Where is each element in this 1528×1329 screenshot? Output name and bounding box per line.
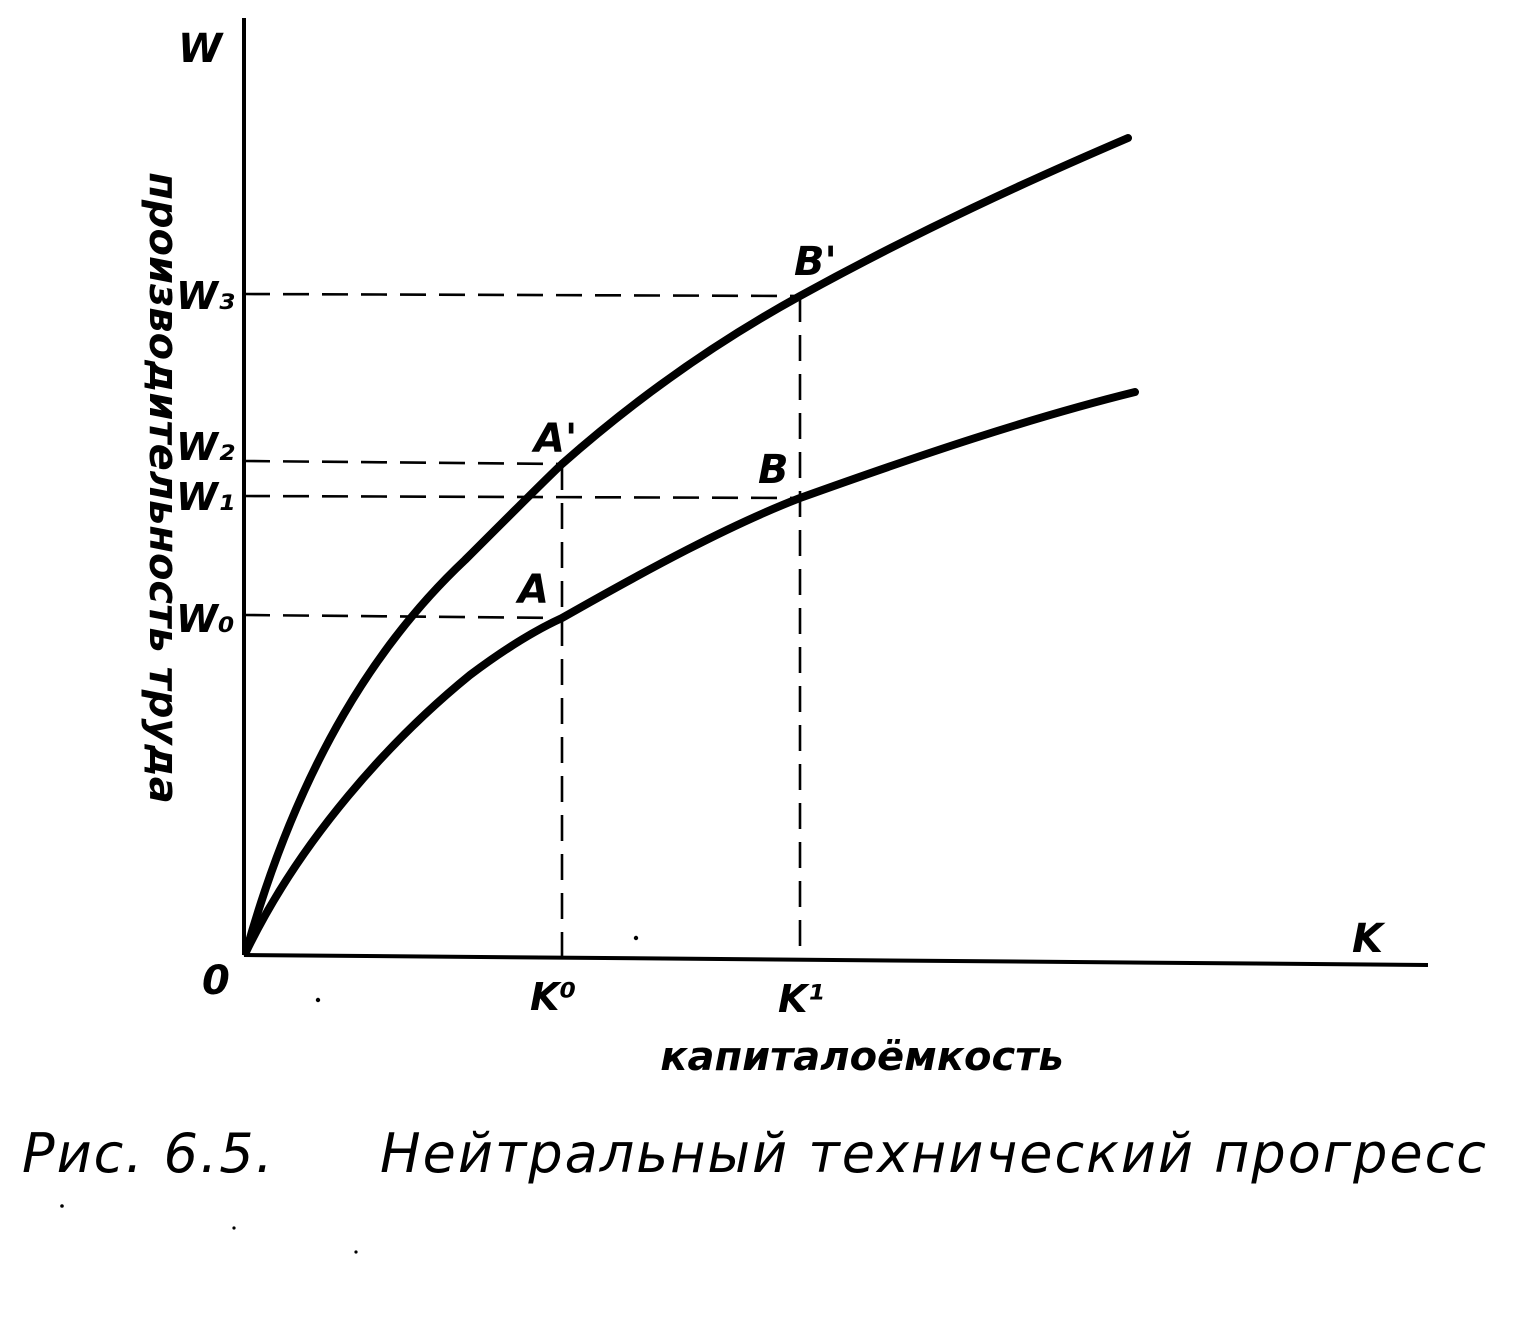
y-tick-w0: W₀	[176, 597, 235, 641]
x-axis-symbol: K	[1352, 916, 1386, 962]
x-axis	[243, 953, 1429, 967]
x-tick-k0: K⁰	[530, 975, 576, 1019]
x-axis-label: капиталоёмкость	[660, 1034, 1063, 1080]
point-label-a-prime: A'	[531, 416, 577, 462]
guide-w0-horizontal	[243, 613, 563, 620]
y-tick-w1: W₁	[176, 475, 235, 519]
guide-w1-horizontal	[243, 494, 801, 500]
scan-speck	[315, 997, 321, 1003]
figure-number: Рис. 6.5.	[22, 1122, 275, 1185]
point-label-b: B	[758, 447, 789, 493]
scan-speck	[633, 935, 639, 941]
lower-production-curve	[242, 388, 1139, 956]
y-axis-symbol: W	[178, 26, 224, 72]
guide-w2-horizontal	[243, 459, 563, 466]
point-label-b-prime: B'	[794, 239, 837, 285]
figure-title: Нейтральный технический прогресс	[380, 1122, 1488, 1185]
x-tick-k1: K¹	[778, 977, 824, 1021]
guide-w3-horizontal	[243, 292, 801, 298]
origin-label: 0	[202, 958, 230, 1004]
scan-speck	[60, 1204, 64, 1208]
scan-speck	[232, 1226, 236, 1230]
point-label-a: A	[515, 567, 549, 613]
scan-speck	[354, 1250, 358, 1254]
y-axis-label: производительность труда	[140, 172, 186, 803]
upper-production-curve	[242, 134, 1132, 956]
y-tick-w2: W₂	[176, 425, 235, 469]
y-tick-w3: W₃	[176, 274, 235, 318]
